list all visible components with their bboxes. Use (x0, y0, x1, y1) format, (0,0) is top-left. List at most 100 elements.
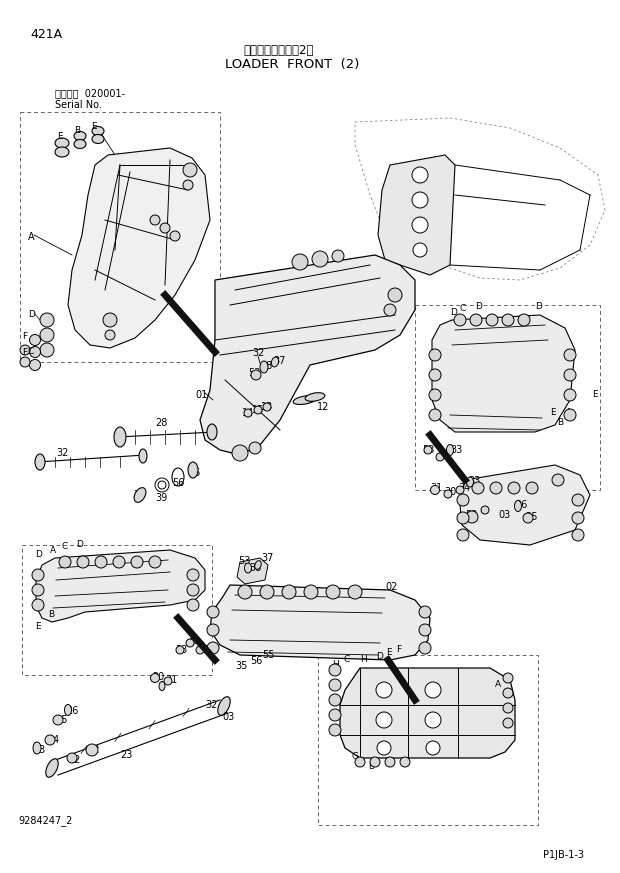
Text: 56: 56 (172, 478, 184, 488)
Circle shape (413, 243, 427, 257)
Circle shape (304, 585, 318, 599)
Text: 35: 35 (235, 661, 247, 671)
Circle shape (312, 251, 328, 267)
Circle shape (282, 585, 296, 599)
Text: 32: 32 (205, 700, 218, 710)
Circle shape (292, 254, 308, 270)
Circle shape (207, 642, 219, 654)
Ellipse shape (188, 462, 198, 478)
Circle shape (572, 494, 584, 506)
Text: 34: 34 (188, 638, 200, 648)
Text: P1JB-1-3: P1JB-1-3 (543, 850, 584, 860)
Circle shape (430, 485, 440, 494)
Circle shape (329, 694, 341, 706)
Text: 37: 37 (273, 356, 285, 366)
Ellipse shape (515, 500, 521, 512)
Text: 28: 28 (155, 418, 167, 428)
Circle shape (564, 369, 576, 381)
Text: D: D (450, 308, 457, 317)
Circle shape (186, 639, 194, 647)
Circle shape (457, 529, 469, 541)
Circle shape (249, 442, 261, 454)
Ellipse shape (134, 488, 146, 502)
Circle shape (32, 584, 44, 596)
Circle shape (502, 314, 514, 326)
Text: B: B (557, 418, 563, 427)
Circle shape (400, 757, 410, 767)
Circle shape (30, 334, 40, 346)
Circle shape (503, 688, 513, 698)
Ellipse shape (207, 424, 217, 440)
Circle shape (454, 314, 466, 326)
Text: 39: 39 (155, 493, 167, 503)
Circle shape (388, 288, 402, 302)
Circle shape (40, 343, 54, 357)
Circle shape (251, 370, 261, 380)
Text: C: C (62, 542, 68, 551)
Circle shape (523, 513, 533, 523)
Circle shape (207, 624, 219, 636)
Ellipse shape (293, 395, 317, 404)
Ellipse shape (272, 357, 278, 367)
Circle shape (263, 403, 271, 411)
Text: Serial No.: Serial No. (55, 100, 102, 110)
Circle shape (429, 369, 441, 381)
Circle shape (59, 556, 71, 568)
Text: 38: 38 (260, 361, 272, 371)
Circle shape (67, 753, 77, 763)
Circle shape (103, 313, 117, 327)
Text: 9284247_2: 9284247_2 (18, 815, 73, 826)
Circle shape (329, 709, 341, 721)
Circle shape (419, 642, 431, 654)
Ellipse shape (114, 427, 126, 447)
Text: 33: 33 (33, 745, 45, 755)
Text: 34: 34 (438, 452, 450, 462)
Circle shape (508, 482, 520, 494)
Circle shape (238, 585, 252, 599)
Text: 適用号機  020001-: 適用号機 020001- (55, 88, 125, 98)
Text: 32: 32 (68, 755, 81, 765)
Text: 15: 15 (252, 405, 264, 415)
Text: 56: 56 (250, 656, 262, 666)
Circle shape (160, 223, 170, 233)
Circle shape (329, 664, 341, 676)
Circle shape (183, 180, 193, 190)
Text: 25: 25 (525, 512, 538, 522)
Circle shape (187, 599, 199, 611)
Circle shape (105, 330, 115, 340)
Text: 55: 55 (188, 468, 200, 478)
Text: 31: 31 (165, 675, 177, 685)
Circle shape (151, 673, 159, 683)
Text: C: C (460, 304, 466, 313)
Circle shape (503, 673, 513, 683)
Text: 26: 26 (66, 706, 78, 716)
Text: H: H (332, 660, 339, 669)
Text: 02: 02 (385, 582, 397, 592)
Text: E: E (550, 408, 556, 417)
Text: A: A (566, 408, 572, 417)
Text: E: E (91, 122, 97, 131)
Text: 53: 53 (198, 645, 210, 655)
Circle shape (572, 512, 584, 524)
Text: ローダフロント（2）: ローダフロント（2） (243, 44, 314, 57)
Circle shape (32, 599, 44, 611)
Circle shape (412, 167, 428, 183)
Circle shape (377, 741, 391, 755)
Circle shape (436, 453, 444, 461)
Polygon shape (378, 155, 455, 275)
Polygon shape (36, 550, 205, 622)
Circle shape (176, 646, 184, 654)
Circle shape (552, 474, 564, 486)
Circle shape (572, 529, 584, 541)
Text: 52: 52 (465, 510, 477, 520)
Circle shape (131, 556, 143, 568)
Ellipse shape (466, 477, 474, 487)
Circle shape (426, 741, 440, 755)
Circle shape (385, 757, 395, 767)
Polygon shape (432, 315, 575, 432)
Text: A: A (495, 680, 501, 689)
Ellipse shape (159, 682, 165, 691)
Circle shape (40, 328, 54, 342)
Text: E: E (386, 648, 392, 657)
Text: D: D (376, 652, 383, 661)
